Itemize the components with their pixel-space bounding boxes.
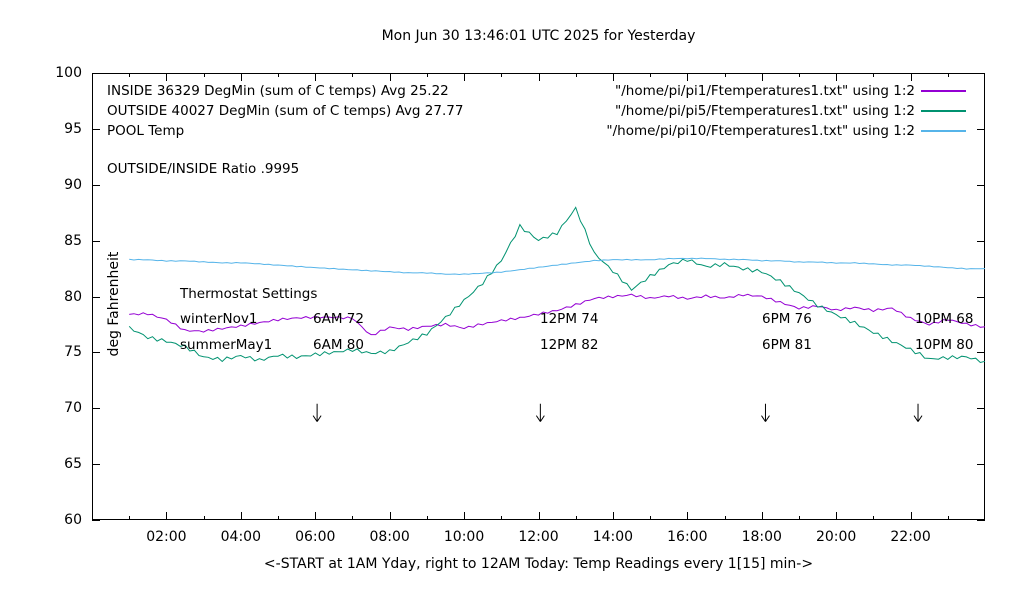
x-tick-label: 16:00 bbox=[667, 529, 708, 545]
x-tick-label: 18:00 bbox=[741, 529, 782, 545]
plot-border bbox=[92, 73, 985, 520]
plot-canvas bbox=[92, 73, 986, 521]
x-tick-label: 06:00 bbox=[295, 529, 336, 545]
x-tick-label: 10:00 bbox=[443, 529, 485, 545]
thermostat-time-arrow bbox=[761, 403, 770, 422]
y-tick-label: 85 bbox=[64, 232, 82, 249]
x-tick-label: 08:00 bbox=[369, 529, 410, 545]
y-tick-label: 70 bbox=[64, 400, 82, 417]
x-axis-label: <-START at 1AM Yday, right to 12AM Today… bbox=[263, 556, 814, 572]
thermostat-time-arrow bbox=[312, 403, 322, 422]
legend-row-outside: OUTSIDE 40027 DegMin (sum of C temps) Av… bbox=[92, 102, 985, 120]
legend-row-pool: POOL Temp "/home/pi/pi10/Ftemperatures1.… bbox=[92, 122, 985, 140]
y-tick-label: 100 bbox=[55, 65, 82, 81]
x-tick-label: 12:00 bbox=[518, 529, 559, 545]
legend-file-inside: "/home/pi/pi1/Ftemperatures1.txt" using … bbox=[615, 83, 915, 99]
thermostat-winter-10pm: 10PM 68 bbox=[915, 311, 974, 327]
y-tick-label: 90 bbox=[64, 176, 82, 193]
legend-file-outside: "/home/pi/pi5/Ftemperatures1.txt" using … bbox=[615, 103, 915, 119]
legend-line-sample-outside bbox=[921, 110, 966, 112]
legend-file-pool: "/home/pi/pi10/Ftemperatures1.txt" using… bbox=[606, 123, 915, 139]
thermostat-settings-title: Thermostat Settings bbox=[180, 286, 318, 302]
y-tick-label: 65 bbox=[64, 456, 82, 473]
ratio-note: OUTSIDE/INSIDE Ratio .9995 bbox=[107, 161, 300, 177]
thermostat-time-arrow bbox=[535, 403, 545, 422]
legend-line-sample-inside bbox=[921, 90, 966, 92]
thermostat-winter-6am: 6AM 72 bbox=[313, 311, 364, 327]
x-tick-label: 02:00 bbox=[146, 529, 187, 545]
plot-area: deg Fahrenheit <-START at 1AM Yday, righ… bbox=[55, 66, 986, 572]
series-line-outside bbox=[128, 206, 986, 364]
thermostat-winter-12pm: 12PM 74 bbox=[540, 311, 599, 327]
thermostat-summer-6pm: 6PM 81 bbox=[762, 337, 812, 353]
y-tick-label: 75 bbox=[64, 344, 82, 361]
x-tick-label: 04:00 bbox=[220, 529, 261, 545]
legend-label-outside: OUTSIDE 40027 DegMin (sum of C temps) Av… bbox=[107, 103, 464, 119]
thermostat-time-arrow bbox=[913, 403, 923, 422]
chart-title: Mon Jun 30 13:46:01 UTC 2025 for Yesterd… bbox=[381, 28, 696, 44]
thermostat-winter-6pm: 6PM 76 bbox=[762, 311, 812, 327]
thermostat-summer-10pm: 10PM 80 bbox=[915, 337, 974, 353]
y-tick-label: 80 bbox=[64, 288, 82, 305]
legend-line-sample-pool bbox=[921, 130, 966, 132]
y-tick-label: 95 bbox=[64, 120, 82, 137]
series-line-inside bbox=[129, 293, 986, 336]
thermostat-summer-6am: 6AM 80 bbox=[313, 337, 364, 353]
thermostat-winter-name: winterNov1 bbox=[180, 311, 258, 327]
legend-row-inside: INSIDE 36329 DegMin (sum of C temps) Avg… bbox=[92, 82, 985, 100]
thermostat-summer-12pm: 12PM 82 bbox=[540, 337, 599, 353]
y-tick-label: 60 bbox=[64, 512, 82, 528]
legend-label-pool: POOL Temp bbox=[107, 123, 185, 139]
x-tick-label: 20:00 bbox=[815, 529, 857, 545]
series-line-pool bbox=[129, 257, 986, 276]
thermostat-summer-name: summerMay1 bbox=[180, 337, 273, 353]
x-tick-label: 22:00 bbox=[890, 529, 931, 545]
x-tick-label: 14:00 bbox=[592, 529, 634, 545]
legend-label-inside: INSIDE 36329 DegMin (sum of C temps) Avg… bbox=[107, 83, 449, 99]
